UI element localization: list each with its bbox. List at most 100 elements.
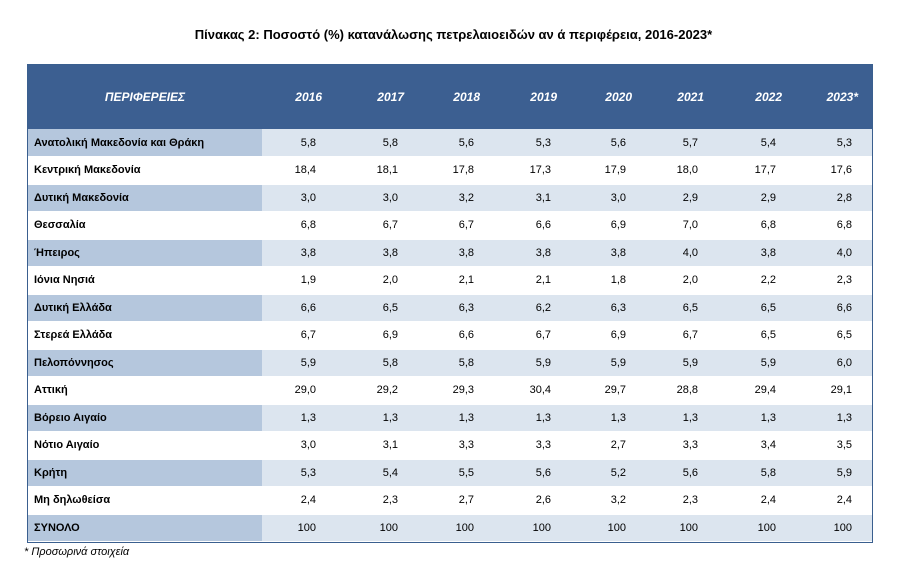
value-cell: 1,9 (262, 266, 336, 295)
value-cell: 1,3 (494, 404, 571, 432)
value-cell: 5,5 (418, 459, 494, 487)
table-row: Ανατολική Μακεδονία και Θράκη 5,8 5,8 5,6 5,… (28, 129, 872, 157)
value-cell: 6,8 (262, 211, 336, 240)
table-title: Πίνακας 2: Ποσοστό (%) κατανάλωσης πετρε… (194, 27, 713, 42)
value-cell: 3,3 (418, 431, 494, 460)
value-cell: 1,3 (571, 404, 646, 432)
table-row: Ήπειρος 3,8 3,8 3,8 3,8 3,8 4,0 3,8 4,0 (28, 239, 872, 267)
value-cell: 1,3 (796, 404, 872, 432)
table-row: Στερεά Ελλάδα 6,7 6,9 6,6 6,7 6,9 6,7 6,5 6,5 (28, 321, 872, 350)
table-row: Κεντρική Μακεδονία 18,4 18,1 17,8 17,3 17,9 18… (28, 156, 872, 185)
value-cell: 17,7 (718, 156, 796, 185)
value-cell: 5,9 (262, 349, 336, 377)
value-cell: 3,2 (571, 486, 646, 515)
value-cell: 29,2 (336, 376, 418, 405)
value-cell: 29,1 (796, 376, 872, 405)
value-cell: 6,7 (418, 211, 494, 240)
region-name-cell: Ιόνια Νησιά (28, 266, 262, 295)
value-cell: 6,8 (718, 211, 796, 240)
region-name-cell: Δυτική Μακεδονία (28, 184, 262, 212)
value-cell: 6,5 (336, 294, 418, 322)
value-cell: 6,2 (494, 294, 571, 322)
column-header-year: 2016 (262, 65, 336, 129)
region-name-cell: Νότιο Αιγαίο (28, 431, 262, 460)
region-name-cell: Μη δηλωθείσα (28, 486, 262, 515)
total-row: ΣΥΝΟΛΟ 100 100 100 100 100 100 100 100 (28, 514, 872, 542)
value-cell: 5,7 (646, 129, 718, 157)
value-cell: 3,5 (796, 431, 872, 460)
value-cell: 100 (418, 514, 494, 542)
table-row: Βόρειο Αιγαίο 1,3 1,3 1,3 1,3 1,3 1,3 1,3 1,3 (28, 404, 872, 432)
value-cell: 1,3 (718, 404, 796, 432)
column-header-year: 2019 (494, 65, 571, 129)
region-name-cell: Ήπειρος (28, 239, 262, 267)
value-cell: 100 (718, 514, 796, 542)
value-cell: 5,8 (418, 349, 494, 377)
value-cell: 4,0 (796, 239, 872, 267)
value-cell: 6,8 (796, 211, 872, 240)
value-cell: 5,3 (494, 129, 571, 157)
value-cell: 2,4 (796, 486, 872, 515)
data-table: ΠΕΡΙΦΕΡΕΙΕΣ 2016 2017 2018 2019 2020 202… (28, 65, 872, 542)
value-cell: 1,3 (646, 404, 718, 432)
value-cell: 5,4 (336, 459, 418, 487)
value-cell: 2,3 (796, 266, 872, 295)
region-name-cell: Θεσσαλία (28, 211, 262, 240)
value-cell: 18,4 (262, 156, 336, 185)
value-cell: 2,4 (262, 486, 336, 515)
table-row: Πελοπόννησος 5,9 5,8 5,8 5,9 5,9 5,9 5,9 6,0 (28, 349, 872, 377)
region-name-cell: ΣΥΝΟΛΟ (28, 514, 262, 542)
value-cell: 3,8 (418, 239, 494, 267)
value-cell: 6,3 (571, 294, 646, 322)
table-row: Μη δηλωθείσα 2,4 2,3 2,7 2,6 3,2 2,3 2,4 2,4 (28, 486, 872, 515)
value-cell: 5,3 (796, 129, 872, 157)
header-row: ΠΕΡΙΦΕΡΕΙΕΣ 2016 2017 2018 2019 2020 202… (28, 65, 872, 129)
value-cell: 6,6 (494, 211, 571, 240)
value-cell: 17,8 (418, 156, 494, 185)
value-cell: 100 (796, 514, 872, 542)
value-cell: 6,6 (418, 321, 494, 350)
table-row: Ιόνια Νησιά 1,9 2,0 2,1 2,1 1,8 2,0 2,2 2,3 (28, 266, 872, 295)
value-cell: 3,3 (494, 431, 571, 460)
value-cell: 5,2 (571, 459, 646, 487)
value-cell: 6,3 (418, 294, 494, 322)
value-cell: 6,9 (571, 321, 646, 350)
value-cell: 2,2 (718, 266, 796, 295)
value-cell: 29,7 (571, 376, 646, 405)
value-cell: 5,8 (336, 129, 418, 157)
value-cell: 5,9 (796, 459, 872, 487)
value-cell: 3,2 (418, 184, 494, 212)
column-header-year: 2018 (418, 65, 494, 129)
value-cell: 2,3 (646, 486, 718, 515)
value-cell: 4,0 (646, 239, 718, 267)
table-row: Αττική 29,0 29,2 29,3 30,4 29,7 28,8 29,4 29,1 (28, 376, 872, 405)
column-header-year: 2020 (571, 65, 646, 129)
value-cell: 6,7 (262, 321, 336, 350)
region-name-cell: Κρήτη (28, 459, 262, 487)
value-cell: 2,1 (494, 266, 571, 295)
value-cell: 5,8 (262, 129, 336, 157)
value-cell: 5,6 (646, 459, 718, 487)
value-cell: 3,0 (262, 184, 336, 212)
value-cell: 6,0 (796, 349, 872, 377)
value-cell: 6,5 (718, 294, 796, 322)
value-cell: 3,8 (494, 239, 571, 267)
column-header-year: 2017 (336, 65, 418, 129)
value-cell: 5,8 (718, 459, 796, 487)
table-row: Θεσσαλία 6,8 6,7 6,7 6,6 6,9 7,0 6,8 6,8 (28, 211, 872, 240)
value-cell: 18,1 (336, 156, 418, 185)
value-cell: 2,6 (494, 486, 571, 515)
value-cell: 5,4 (718, 129, 796, 157)
value-cell: 100 (336, 514, 418, 542)
value-cell: 6,7 (336, 211, 418, 240)
region-name-cell: Βόρειο Αιγαίο (28, 404, 262, 432)
value-cell: 100 (494, 514, 571, 542)
value-cell: 6,7 (646, 321, 718, 350)
value-cell: 5,8 (336, 349, 418, 377)
value-cell: 6,5 (718, 321, 796, 350)
value-cell: 6,9 (571, 211, 646, 240)
value-cell: 2,9 (646, 184, 718, 212)
value-cell: 29,0 (262, 376, 336, 405)
column-header-year: 2021 (646, 65, 718, 129)
value-cell: 5,3 (262, 459, 336, 487)
